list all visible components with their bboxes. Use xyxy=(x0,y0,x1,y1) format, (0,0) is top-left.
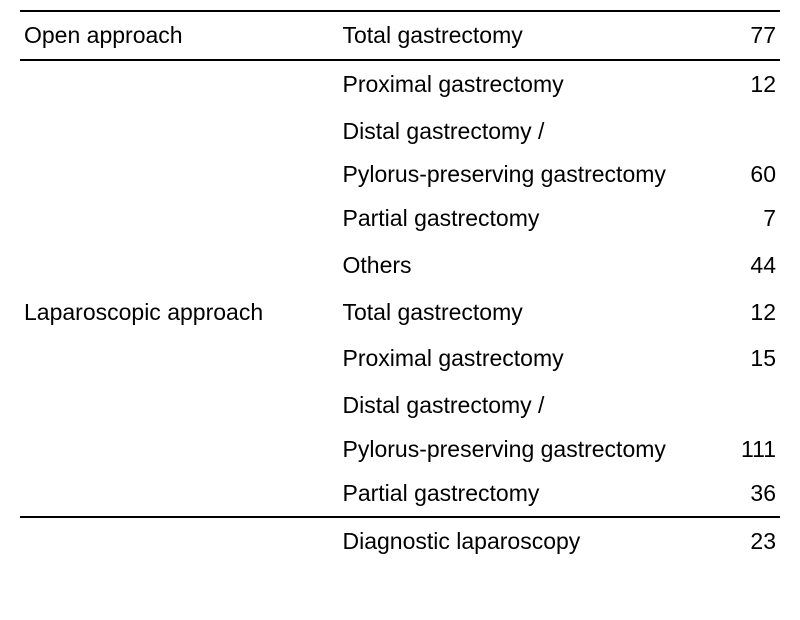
gastrectomy-table: Open approach Total gastrectomy 77 Proxi… xyxy=(20,10,780,565)
cell-count: 44 xyxy=(675,242,780,289)
table-row: Distal gastrectomy / xyxy=(20,108,780,155)
cell-procedure: Total gastrectomy xyxy=(339,289,676,336)
table-row: Proximal gastrectomy 15 xyxy=(20,335,780,382)
cell-procedure: Pylorus-preserving gastrectomy xyxy=(339,429,676,470)
cell-procedure: Pylorus-preserving gastrectomy xyxy=(339,154,676,195)
cell-procedure: Others xyxy=(339,242,676,289)
cell-count: 7 xyxy=(675,195,780,242)
table-row: Proximal gastrectomy 12 xyxy=(20,60,780,108)
cell-approach xyxy=(20,108,339,155)
cell-approach xyxy=(20,429,339,470)
cell-procedure: Distal gastrectomy / xyxy=(339,108,676,155)
table-row: Partial gastrectomy 36 xyxy=(20,470,780,518)
cell-procedure: Distal gastrectomy / xyxy=(339,382,676,429)
cell-procedure: Partial gastrectomy xyxy=(339,470,676,518)
cell-count xyxy=(675,382,780,429)
cell-approach xyxy=(20,517,339,565)
table-row: Others 44 xyxy=(20,242,780,289)
cell-count: 111 xyxy=(675,429,780,470)
cell-procedure: Total gastrectomy xyxy=(339,11,676,60)
cell-procedure: Proximal gastrectomy xyxy=(339,335,676,382)
cell-approach xyxy=(20,470,339,518)
table-row: Laparoscopic approach Total gastrectomy … xyxy=(20,289,780,336)
cell-approach: Open approach xyxy=(20,11,339,60)
cell-procedure: Diagnostic laparoscopy xyxy=(339,517,676,565)
table-row: Open approach Total gastrectomy 77 xyxy=(20,11,780,60)
table-row: Distal gastrectomy / xyxy=(20,382,780,429)
cell-approach xyxy=(20,195,339,242)
cell-approach xyxy=(20,60,339,108)
cell-count: 15 xyxy=(675,335,780,382)
cell-count: 36 xyxy=(675,470,780,518)
cell-procedure: Proximal gastrectomy xyxy=(339,60,676,108)
table-row: Partial gastrectomy 7 xyxy=(20,195,780,242)
cell-count: 60 xyxy=(675,154,780,195)
table-row: Pylorus-preserving gastrectomy 111 xyxy=(20,429,780,470)
cell-approach xyxy=(20,382,339,429)
cell-approach: Laparoscopic approach xyxy=(20,289,339,336)
cell-count: 12 xyxy=(675,289,780,336)
cell-approach xyxy=(20,335,339,382)
cell-count: 12 xyxy=(675,60,780,108)
cell-count xyxy=(675,108,780,155)
cell-count: 23 xyxy=(675,517,780,565)
cell-count: 77 xyxy=(675,11,780,60)
table-row: Diagnostic laparoscopy 23 xyxy=(20,517,780,565)
cell-approach xyxy=(20,154,339,195)
table-row: Pylorus-preserving gastrectomy 60 xyxy=(20,154,780,195)
cell-approach xyxy=(20,242,339,289)
cell-procedure: Partial gastrectomy xyxy=(339,195,676,242)
